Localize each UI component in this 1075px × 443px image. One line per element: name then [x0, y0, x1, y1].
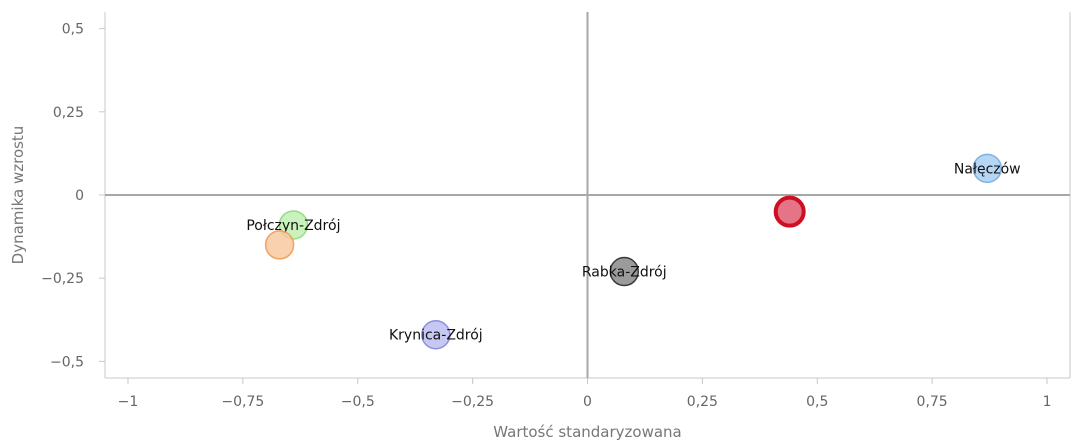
y-tick-label: 0,5 — [62, 22, 84, 38]
y-tick-label: −0,5 — [50, 354, 84, 370]
x-tick-label: 0,5 — [806, 394, 828, 410]
x-axis-title: Wartość standaryzowana — [493, 423, 681, 441]
x-tick-label: −0,75 — [221, 394, 264, 410]
x-tick-label: −1 — [118, 394, 139, 410]
data-point — [609, 256, 640, 287]
data-point-label: Połczyn-Zdrój — [246, 218, 340, 234]
data-point — [264, 230, 295, 260]
highlighted-data-point — [773, 195, 806, 228]
data-point-label: Nałęczów — [954, 161, 1021, 177]
x-tick-label: 1 — [1043, 394, 1052, 410]
x-tick-label: 0,25 — [687, 394, 718, 410]
x-tick-label: 0,75 — [917, 394, 948, 410]
x-tick-label: −0,25 — [451, 394, 494, 410]
x-tick-label: 0 — [583, 394, 592, 410]
x-tick-label: −0,5 — [341, 394, 375, 410]
y-tick-label: 0,25 — [53, 105, 84, 121]
data-point — [421, 319, 451, 350]
data-point-label: Rabka-Zdrój — [582, 265, 667, 281]
data-point — [972, 153, 1003, 184]
y-axis-title: Dynamika wzrostu — [9, 126, 27, 265]
data-point-label: Krynica-Zdrój — [389, 328, 483, 344]
y-tick-label: −0,25 — [41, 271, 84, 287]
y-tick-label: 0 — [75, 188, 84, 204]
